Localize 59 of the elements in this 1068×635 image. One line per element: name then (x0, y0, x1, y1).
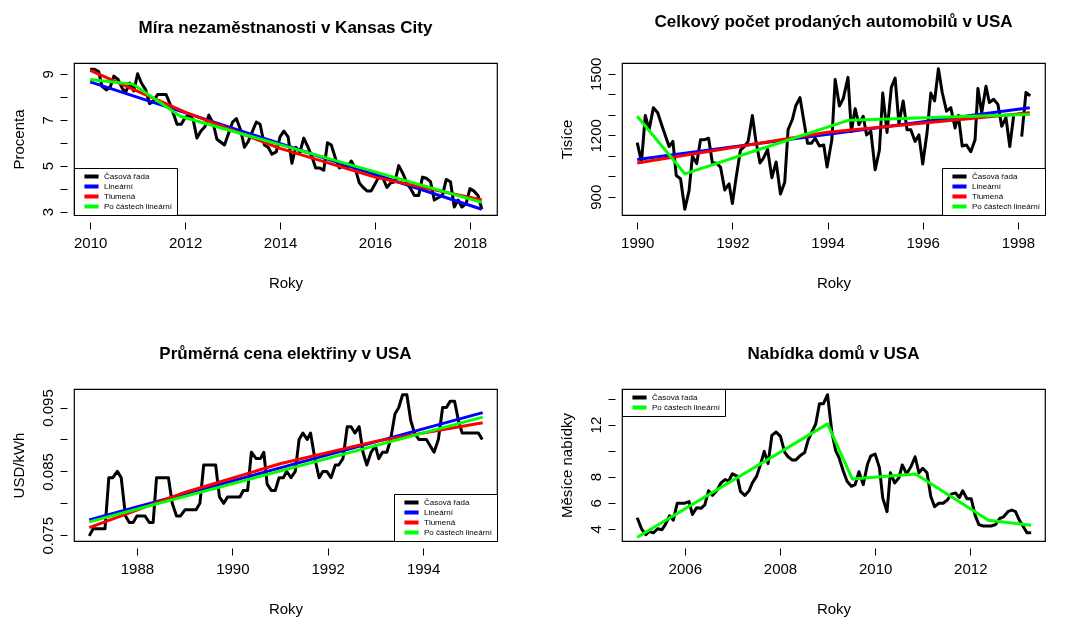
y-tick-label: 0.075 (38, 516, 56, 555)
x-tick-label: 1990 (621, 233, 655, 251)
legend-label: Tlumená (424, 517, 456, 527)
legend-label: Lineární (104, 181, 134, 191)
y-tick-label: 5 (38, 161, 56, 171)
y-axis-title: Procenta (9, 108, 27, 170)
legend-label: Časová řada (104, 171, 150, 181)
legend-label: Po částech lineární (104, 201, 173, 211)
x-tick-label: 1992 (311, 559, 345, 577)
y-tick-label: 1200 (586, 119, 604, 153)
legend-label: Tlumená (104, 191, 136, 201)
x-tick-label: 2018 (453, 233, 488, 251)
y-tick-label: 900 (586, 184, 604, 210)
y-tick-label: 0.085 (38, 453, 56, 491)
y-tick-label: 8 (586, 472, 604, 482)
y-tick-label: 12 (586, 416, 604, 434)
chart-title: Průměrná cena elektřiny v USA (159, 343, 412, 363)
legend-label: Lineární (424, 507, 454, 517)
x-tick-label: 1990 (216, 559, 250, 577)
x-tick-label: 1994 (406, 559, 441, 577)
y-axis-title: Měsíce nabídky (557, 412, 575, 519)
y-tick-label: 6 (586, 499, 604, 508)
x-tick-label: 1994 (811, 233, 845, 251)
y-axis-title: USD/kWh (9, 432, 27, 499)
legend-label: Lineární (972, 181, 1002, 191)
x-axis-title: Roky (816, 599, 852, 617)
y-tick-label: 7 (38, 116, 56, 125)
x-tick-label: 2006 (668, 559, 702, 577)
y-tick-label: 0.095 (38, 389, 56, 427)
x-tick-label: 2012 (168, 233, 203, 251)
x-tick-label: 1996 (906, 233, 940, 251)
legend-label: Po částech lineární (424, 527, 493, 537)
legend-label: Tlumená (972, 191, 1004, 201)
x-tick-label: 1998 (1001, 233, 1036, 251)
x-axis-title: Roky (816, 273, 852, 291)
x-tick-label: 2016 (358, 233, 393, 251)
chart-title: Míra nezaměstnanosti v Kansas City (138, 18, 433, 37)
x-tick-label: 2008 (763, 559, 798, 577)
x-tick-label: 2010 (858, 559, 893, 577)
x-tick-label: 2014 (263, 233, 298, 251)
line-series (635, 422, 1033, 539)
chart-title: Nabídka domů v USA (747, 343, 920, 363)
legend-label: Časová řada (424, 497, 470, 507)
x-tick-label: 1988 (120, 559, 155, 577)
x-tick-label: 2012 (954, 559, 988, 577)
x-axis-title: Roky (268, 599, 304, 617)
legend-label: Po částech lineární (972, 201, 1041, 211)
x-tick-label: 2010 (73, 233, 108, 251)
y-axis-title: Tisíce (557, 119, 575, 160)
y-tick-label: 4 (586, 525, 604, 534)
x-axis-title: Roky (268, 273, 304, 291)
y-tick-label: 3 (38, 207, 56, 217)
legend-label: Časová řada (652, 392, 698, 402)
x-tick-label: 1992 (716, 233, 750, 251)
y-tick-label: 1500 (586, 57, 604, 92)
legend-label: Časová řada (972, 171, 1018, 181)
legend-label: Po částech lineární (652, 402, 721, 412)
y-tick-label: 9 (38, 70, 56, 79)
chart-title: Celkový počet prodaných automobilů v USA (654, 12, 1013, 32)
